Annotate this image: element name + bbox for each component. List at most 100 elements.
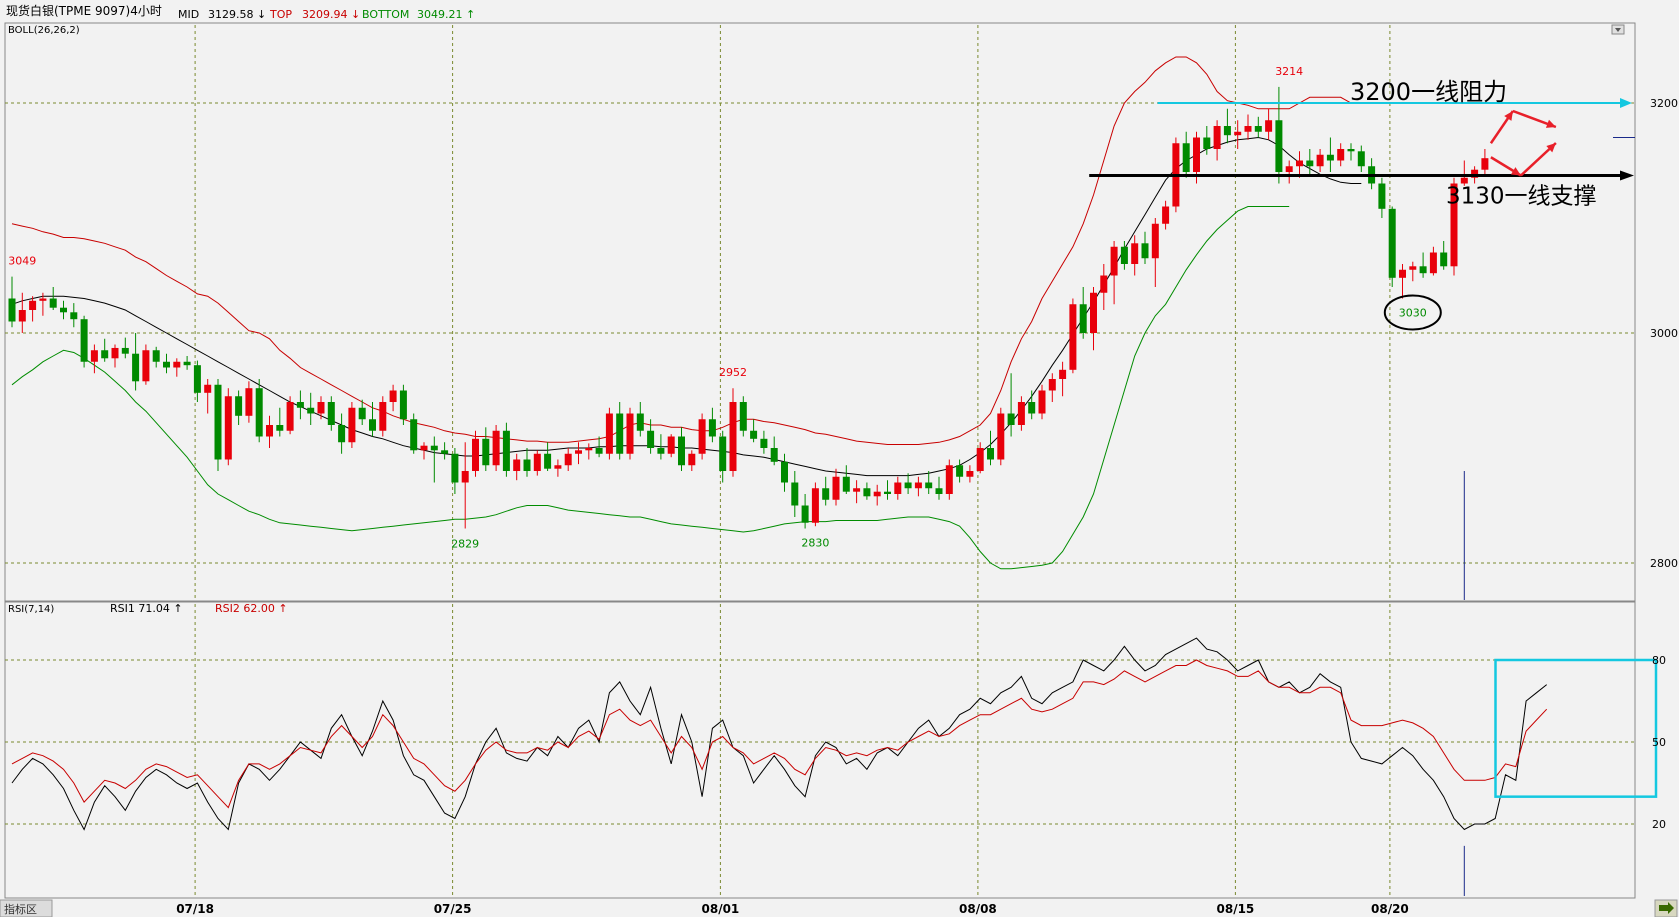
candle-body [914,482,922,489]
arrow-head-icon [1504,111,1513,121]
candle-body [760,438,768,448]
candle-body [1316,154,1324,167]
candle-body [544,453,552,469]
candle-body [1244,126,1252,132]
candle-body [132,353,140,382]
mid-label: MID [178,8,199,21]
candle-body [29,300,37,310]
candle-body [626,413,634,454]
candle-body [935,488,943,494]
candle-body [708,419,716,437]
candle-body [1069,304,1077,370]
y-tick-label: 20 [1652,818,1666,831]
candle-body [523,459,531,471]
candle-body [482,438,490,466]
candle-body [791,482,799,506]
candle-body [750,430,758,439]
candle-body [770,448,778,462]
candle-body [1162,206,1170,224]
candle-body [688,453,696,466]
candle-body [1265,120,1273,132]
candle-body [224,396,232,460]
candle-body [451,453,459,483]
x-tick-label: 07/18 [176,902,214,916]
candle-body [1409,266,1417,270]
candle-body [605,413,613,454]
arrow-head-icon [1510,167,1521,176]
candle-body [729,402,737,471]
arrow-head-icon [1546,143,1556,153]
axis-labels: 07/18 07/25 08/01 08/08 08/15 08/20 2800 3000 32… [176,97,1678,916]
candle-body [369,419,376,431]
candle-body [49,298,57,308]
candle-body [698,419,706,454]
support-label: 3130一线支撑 [1446,184,1597,210]
candle-body [266,425,273,437]
candle-body [945,465,953,494]
candle-body [564,453,572,466]
candle-body [873,491,881,497]
extreme-value-label: 2830 [801,537,829,550]
y-tick-label: 3200 [1650,97,1678,110]
candle-body [657,448,665,454]
candle-body [636,413,644,431]
extreme-value-label: 3030 [1399,307,1427,320]
candle-body [1357,151,1365,167]
top-label: TOP [269,8,292,21]
candle-body [1460,177,1468,184]
candle-body [1017,402,1025,425]
rsi-series [11,637,1548,831]
rsi-title: RSI(7,14) [8,604,54,615]
candle-body [966,471,974,477]
candle-body [1151,223,1159,259]
candle-body [296,402,304,408]
indicator-tab-label: 指标区 [4,902,37,916]
grid-layer [5,25,1635,896]
candle-body [575,450,582,454]
indicator-tab[interactable] [0,899,53,917]
y-tick-label: 50 [1652,736,1666,749]
candle-body [255,388,263,437]
candle-body [811,488,819,523]
candle-body [307,407,315,414]
candle-body [1038,390,1046,414]
candle-body [1275,120,1283,172]
candle-body [420,445,428,451]
rsi-highlight-box [1494,658,1658,798]
candle-body [502,430,510,471]
candle-body [80,319,88,362]
mid-value: 3129.58 ↓ [208,8,266,21]
candle-body [235,396,243,416]
bollinger-bands [11,56,1362,570]
upper-band-line [11,56,1362,445]
annotation-layer: 3049 2829 2952 2830 3214 3030 3200一线阻力 3130一线支撑 [8,65,1658,896]
candle-body [1120,246,1128,264]
candle-body [173,361,181,368]
bottom-label: BOTTOM [362,8,409,21]
candle-body [152,350,160,362]
x-tick-label: 07/25 [434,902,472,916]
candle-body [904,482,912,489]
x-tick-label: 08/15 [1217,902,1255,916]
candle-body [1440,252,1448,267]
middle-band-line [11,136,1362,477]
candle-body [554,465,562,469]
candle-body [1306,160,1314,167]
candle-body [142,350,150,382]
candle-body [327,402,335,425]
candle-body [1090,292,1097,333]
candlestick-series [8,86,1489,529]
candle-body [410,419,418,451]
candle-body [1471,169,1479,178]
rsi1-value: RSI1 71.04 ↑ [110,602,183,615]
rsi2-line [11,659,1548,809]
candle-body [317,402,325,414]
candle-body [1110,246,1118,276]
candle-body [1388,208,1396,278]
candle-body [1399,269,1406,278]
candle-body [585,448,593,451]
candle-body [781,461,788,483]
chevron-down-icon [1615,28,1621,32]
